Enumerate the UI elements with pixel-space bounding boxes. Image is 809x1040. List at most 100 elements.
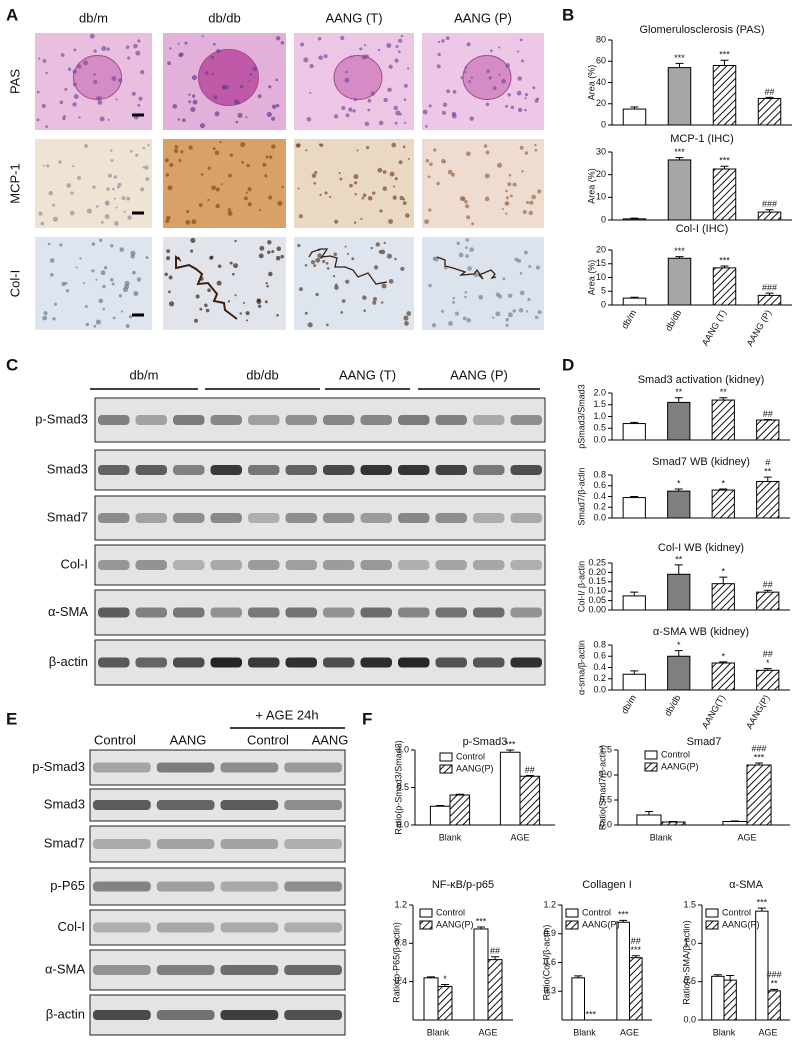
cell-nucleus: [339, 177, 343, 181]
cell-nucleus: [49, 258, 55, 263]
blot-label: β-actin: [46, 1006, 85, 1021]
significance: ***: [476, 916, 487, 926]
cell-nucleus: [194, 318, 198, 323]
cell-nucleus: [505, 104, 509, 108]
significance: ***: [618, 910, 629, 920]
cell-nucleus: [402, 198, 406, 201]
bar: [622, 108, 647, 126]
cell-nucleus: [323, 54, 328, 59]
cell-nucleus: [393, 185, 396, 188]
cell-nucleus: [112, 187, 115, 191]
x-tick-label: AANG(P): [744, 693, 771, 730]
error-bar: [630, 217, 639, 219]
blot-frame: [94, 544, 546, 586]
cell-nucleus: [111, 282, 115, 286]
cell-nucleus: [190, 249, 194, 253]
y-tick-label: 0.2: [593, 502, 606, 512]
glomerulus: [333, 55, 383, 100]
cell-nucleus: [399, 195, 404, 201]
cell-nucleus: [97, 99, 103, 105]
x-tick-label: AANG (T): [700, 308, 728, 347]
band: [473, 513, 505, 523]
cell-nucleus: [375, 242, 381, 247]
error-bar: [720, 165, 729, 169]
band: [435, 513, 467, 523]
cell-nucleus: [379, 209, 383, 213]
bar: [667, 257, 692, 306]
cell-nucleus: [382, 170, 387, 174]
band: [323, 607, 355, 618]
group-header: db/db: [246, 367, 279, 382]
band: [360, 657, 392, 668]
cell-nucleus: [115, 98, 118, 101]
cell-nucleus: [319, 193, 322, 197]
bar: [667, 401, 691, 441]
panel-label: F: [362, 709, 372, 728]
y-tick-label: 10: [596, 192, 606, 202]
panel-label: B: [562, 5, 574, 24]
cell-nucleus: [54, 302, 58, 306]
cell-nucleus: [113, 175, 118, 179]
y-tick-label: 0.4: [593, 491, 606, 501]
chart-title: MCP-1 (IHC): [670, 133, 734, 145]
x-tick-label: AGE: [510, 832, 529, 842]
band: [156, 922, 215, 933]
cell-nucleus: [201, 35, 204, 38]
cell-nucleus: [297, 187, 300, 190]
cell-nucleus: [307, 322, 313, 328]
cell-nucleus: [460, 76, 464, 80]
cell-nucleus: [268, 155, 273, 159]
cell-nucleus: [207, 166, 211, 170]
blot-label: p-P65: [50, 878, 85, 893]
bar: [712, 168, 737, 221]
y-tick-label: 0: [601, 214, 606, 224]
band: [93, 922, 151, 933]
significance: *: [721, 566, 725, 576]
significance: ***: [719, 156, 730, 166]
cell-nucleus: [93, 324, 97, 328]
cell-nucleus: [265, 282, 268, 285]
cell-nucleus: [240, 142, 246, 148]
cell-nucleus: [115, 206, 118, 209]
cell-nucleus: [465, 238, 470, 242]
cell-nucleus: [276, 246, 282, 252]
cell-nucleus: [522, 209, 527, 214]
cell-nucleus: [266, 111, 272, 117]
significance: ***: [586, 1009, 597, 1019]
cell-nucleus: [195, 294, 200, 299]
cell-nucleus: [265, 155, 269, 159]
x-tick-label: db/db: [663, 693, 683, 718]
band: [93, 881, 151, 892]
cell-nucleus: [400, 266, 405, 271]
cell-nucleus: [356, 149, 359, 152]
band: [398, 513, 430, 523]
micrographs: db/m db/db AANG (T) AANG (P) PAS MCP-1 Col-I: [7, 10, 544, 330]
legend-label: AANG(P): [661, 761, 699, 771]
cell-nucleus: [271, 116, 276, 121]
cell-nucleus: [534, 148, 538, 152]
cell-nucleus: [386, 43, 392, 48]
legend-label: AANG(P): [722, 919, 760, 929]
cell-nucleus: [138, 96, 143, 101]
error-bar: [630, 421, 639, 424]
cell-nucleus: [225, 85, 229, 89]
cell-nucleus: [191, 94, 196, 98]
cell-nucleus: [237, 112, 243, 118]
cell-nucleus: [38, 211, 43, 216]
cell-nucleus: [104, 214, 110, 220]
blot-label: p-Smad3: [32, 759, 85, 774]
cell-nucleus: [466, 215, 471, 220]
y-tick-label: 80: [596, 34, 606, 44]
cell-nucleus: [471, 222, 475, 226]
cell-nucleus: [184, 41, 188, 45]
cell-nucleus: [122, 286, 128, 293]
cell-nucleus: [207, 198, 210, 202]
band: [210, 657, 242, 668]
significance: ***: [631, 945, 642, 955]
cell-nucleus: [448, 321, 453, 326]
y-tick-label: 20: [596, 244, 606, 254]
cell-nucleus: [70, 191, 74, 195]
cell-nucleus: [221, 85, 227, 90]
significance: #: [765, 458, 770, 468]
band: [210, 415, 242, 425]
